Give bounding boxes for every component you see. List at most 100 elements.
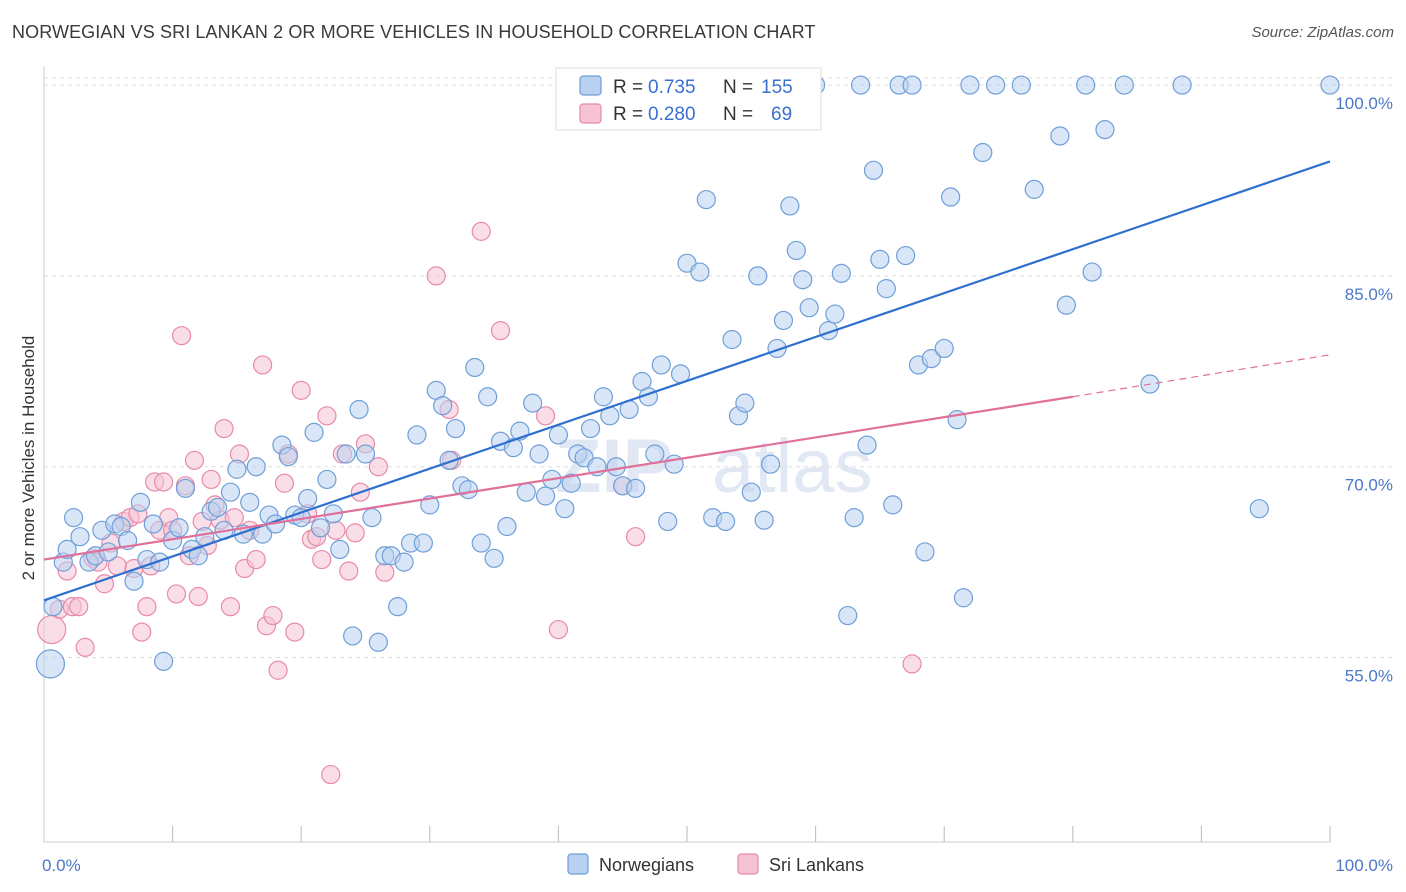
norwegians-point	[124, 571, 144, 591]
trendlines	[43, 160, 1331, 602]
norwegians-point	[433, 396, 453, 416]
norwegians-point	[953, 588, 974, 608]
norwegians-point	[445, 418, 466, 439]
norwegians-point	[349, 399, 369, 420]
norwegians-point	[1024, 179, 1044, 199]
norwegians-point	[876, 279, 896, 299]
norwegians-point	[741, 482, 761, 502]
norwegians-point	[548, 425, 569, 445]
sri-lankans-point	[172, 326, 192, 346]
sri-lankans-point	[902, 654, 922, 674]
norwegians-point	[471, 533, 491, 553]
norwegians-point	[658, 511, 678, 532]
norwegians-point	[57, 539, 77, 560]
chart-title: NORWEGIAN VS SRI LANKAN 2 OR MORE VEHICL…	[12, 22, 816, 42]
norwegians-point	[773, 310, 794, 331]
trendline-norwegians	[43, 160, 1331, 602]
norwegians-point	[458, 480, 478, 500]
norwegians-point	[169, 518, 189, 538]
watermark-atlas: atlas	[712, 424, 873, 509]
norwegians-point	[394, 552, 414, 572]
legend-r-value-norwegians: 0.735	[648, 77, 696, 98]
sri-lankans-point	[253, 355, 273, 375]
tick-labels: 100.0% 85.0% 70.0% 55.0% 0.0% 100.0%	[42, 94, 1393, 875]
legend-swatch-sri-lankans	[579, 103, 602, 124]
norwegians-point	[388, 597, 408, 617]
x-tick-label: 0.0%	[42, 856, 81, 875]
norwegians-point	[175, 478, 196, 498]
norwegians-point	[246, 457, 266, 477]
norwegians-point	[625, 478, 646, 498]
norwegians-point	[208, 497, 228, 518]
norwegians-point	[825, 304, 845, 324]
y-axis-label: 2 or more Vehicles in Household	[19, 336, 38, 581]
norwegians-point	[220, 482, 241, 502]
norwegians-point	[786, 240, 806, 261]
norwegians-point	[1114, 75, 1134, 95]
norwegians-point	[439, 450, 459, 470]
norwegians-point	[561, 473, 581, 493]
sri-lankans-point	[471, 221, 491, 241]
norwegians-point	[63, 508, 84, 528]
sri-lankans-point	[535, 406, 556, 426]
norwegians-point	[143, 514, 163, 534]
sri-lankans-point	[214, 418, 234, 439]
norwegians-point	[645, 444, 665, 464]
norwegians-point	[690, 262, 710, 282]
norwegians-point	[722, 329, 742, 350]
norwegians-point	[857, 435, 877, 455]
norwegians-point	[799, 298, 819, 318]
norwegians-point	[831, 263, 851, 283]
norwegians-point	[330, 539, 350, 560]
bottom-legend-swatch-norwegians	[567, 853, 589, 875]
norwegians-point	[767, 338, 787, 359]
y-tick-label: 70.0%	[1345, 476, 1393, 495]
norwegians-point	[1050, 126, 1070, 146]
norwegians-point	[883, 495, 903, 515]
norwegians-point	[1172, 75, 1192, 95]
sri-lankans-point	[317, 406, 337, 426]
y-tick-label: 85.0%	[1345, 285, 1393, 304]
norwegians-point	[497, 516, 517, 537]
norwegians-point	[98, 542, 118, 562]
norwegians-point	[593, 387, 614, 407]
sri-lankans-point	[548, 619, 569, 640]
trendline-sri-lankans	[43, 395, 1073, 561]
legend-n-label-norwegians: N =	[723, 77, 753, 98]
sri-lankans-point	[263, 605, 283, 626]
norwegians-point	[973, 142, 993, 163]
sri-lankans-point	[274, 473, 295, 493]
norwegians-point	[986, 75, 1006, 95]
sri-lankans-point	[339, 561, 359, 581]
norwegians-point	[413, 533, 433, 553]
sri-lankans-point	[220, 597, 241, 617]
norwegians-point	[240, 492, 260, 512]
norwegians-point	[310, 518, 331, 538]
sri-lankans-point	[201, 469, 221, 490]
norwegians-point	[1076, 75, 1096, 95]
sri-lankans-point	[291, 380, 311, 400]
norwegians-point	[941, 187, 961, 207]
norwegians-point	[227, 459, 247, 479]
sri-lankans-point	[166, 584, 187, 604]
legend-swatch-norwegians	[579, 75, 602, 96]
norwegians-point	[153, 651, 174, 671]
legend-r-label-sri-lankans: R =	[613, 104, 643, 125]
norwegians-point	[523, 393, 543, 413]
sri-lankans-point	[285, 622, 305, 642]
bottom-legend-norwegians: Norwegians	[599, 855, 694, 875]
series-norwegians	[35, 75, 1340, 679]
legend-r-value-sri-lankans: 0.280	[648, 104, 696, 125]
norwegians-point	[696, 189, 716, 210]
norwegians-point	[1249, 499, 1269, 519]
legend-r-label-norwegians: R =	[613, 77, 643, 98]
sri-lankans-point	[37, 614, 67, 645]
norwegians-point	[362, 508, 382, 528]
sri-lankans-point	[188, 586, 208, 607]
norwegians-point	[921, 348, 941, 369]
sri-lankans-point	[345, 523, 365, 543]
norwegians-point	[651, 355, 671, 375]
norwegians-point	[934, 338, 954, 359]
y-tick-label: 100.0%	[1335, 94, 1393, 113]
norwegians-point	[896, 245, 916, 266]
